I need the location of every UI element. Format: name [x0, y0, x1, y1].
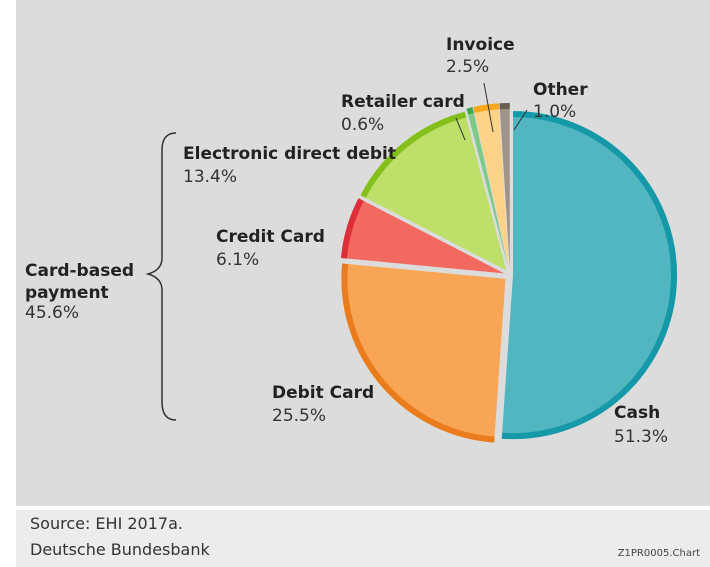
label-invoice-value: 2.5% — [446, 57, 489, 77]
pie-slices — [340, 103, 677, 443]
invoice-leader-line — [483, 82, 494, 133]
publisher-name: Deutsche Bundesbank — [30, 540, 210, 559]
label-other-value: 1.0% — [533, 102, 576, 122]
label-other-name: Other — [533, 80, 588, 100]
footer-panel: Source: EHI 2017a. Deutsche Bundesbank Z… — [16, 510, 710, 567]
label-debit-card-name: Debit Card — [272, 383, 374, 403]
retailer-leader-line — [455, 117, 466, 141]
slice-credit-card — [340, 198, 505, 274]
label-debit-card-value: 25.5% — [272, 406, 326, 426]
slice-edge-electronic-direct-debit — [360, 111, 467, 198]
label-cash-name: Cash — [614, 403, 660, 423]
slice-edge-debit-card — [341, 263, 495, 443]
label-retailer-value: 0.6% — [341, 115, 384, 135]
label-direct-debit-name: Electronic direct debit — [183, 144, 396, 164]
label-retailer-name: Retailer card — [341, 92, 465, 112]
label-credit-card-value: 6.1% — [216, 250, 259, 270]
slice-other — [499, 103, 510, 268]
slice-retailer-card — [466, 107, 509, 268]
slice-invoice — [473, 103, 509, 268]
label-direct-debit-value: 13.4% — [183, 167, 237, 187]
other-leader-line — [513, 109, 528, 131]
label-cash-value: 51.3% — [614, 427, 668, 447]
slice-cash — [501, 111, 677, 440]
source-note: Source: EHI 2017a. — [30, 514, 183, 533]
slice-edge-credit-card — [340, 198, 364, 259]
card-payment-brace — [145, 132, 177, 421]
slice-debit-card — [341, 263, 506, 443]
group-label-line2: payment — [25, 283, 109, 303]
slice-edge-cash — [501, 111, 677, 440]
chart-code: Z1PR0005.Chart — [617, 548, 700, 559]
slice-edge-retailer-card — [466, 107, 474, 115]
group-label-line1: Card-based — [25, 261, 134, 281]
label-credit-card-name: Credit Card — [216, 227, 325, 247]
group-label-value: 45.6% — [25, 303, 79, 323]
pie-chart: Invoice 2.5% Other 1.0% Retailer card 0.… — [25, 35, 677, 447]
slice-edge-invoice — [473, 103, 500, 113]
label-invoice-name: Invoice — [446, 35, 515, 55]
